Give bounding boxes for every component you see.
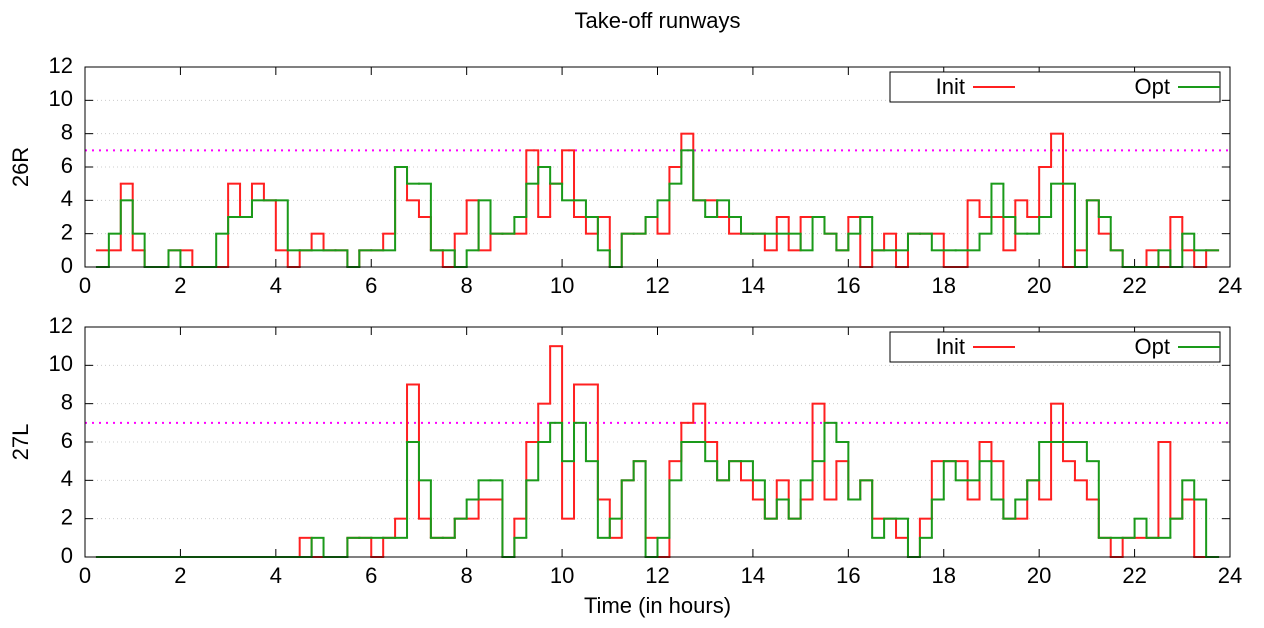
x-tick-label: 12 <box>645 273 669 298</box>
y-tick-label: 2 <box>61 219 73 244</box>
x-tick-label: 14 <box>741 563 765 588</box>
x-axis-label: Time (in hours) <box>584 593 731 618</box>
legend-label: Init <box>936 74 965 99</box>
y-tick-label: 12 <box>49 313 73 338</box>
x-tick-label: 24 <box>1218 563 1242 588</box>
step-riser <box>298 346 1196 557</box>
y-axis-label: 27L <box>8 424 33 461</box>
x-tick-label: 22 <box>1122 563 1146 588</box>
plot-frame <box>84 66 1231 268</box>
legend-box <box>889 71 1221 103</box>
x-tick-label: 6 <box>365 273 377 298</box>
x-tick-label: 20 <box>1027 273 1051 298</box>
x-tick-label: 18 <box>932 563 956 588</box>
y-tick-label: 4 <box>61 466 73 491</box>
legend-label: Opt <box>1135 334 1170 359</box>
x-tick-label: 4 <box>270 273 282 298</box>
plot-frame <box>84 326 1231 558</box>
y-tick-label: 10 <box>49 351 73 376</box>
x-tick-label: 18 <box>932 273 956 298</box>
legend-label: Init <box>936 334 965 359</box>
y-tick-label: 10 <box>49 86 73 111</box>
y-tick-label: 6 <box>61 428 73 453</box>
x-tick-label: 6 <box>365 563 377 588</box>
y-tick-label: 0 <box>61 543 73 568</box>
series-line <box>95 345 1220 558</box>
x-tick-label: 16 <box>836 563 860 588</box>
x-tick-label: 4 <box>270 563 282 588</box>
x-tick-label: 2 <box>174 563 186 588</box>
y-tick-label: 0 <box>61 253 73 278</box>
y-tick-label: 12 <box>49 53 73 78</box>
chart-title: Take-off runways <box>575 8 741 33</box>
y-tick-label: 4 <box>61 186 73 211</box>
y-tick-label: 8 <box>61 389 73 414</box>
x-tick-label: 14 <box>741 273 765 298</box>
x-tick-label: 22 <box>1122 273 1146 298</box>
x-tick-label: 8 <box>461 563 473 588</box>
x-tick-label: 24 <box>1218 273 1242 298</box>
x-tick-label: 2 <box>174 273 186 298</box>
x-tick-label: 0 <box>79 563 91 588</box>
x-tick-label: 16 <box>836 273 860 298</box>
x-tick-label: 0 <box>79 273 91 298</box>
series-line <box>95 421 1220 558</box>
x-tick-label: 12 <box>645 563 669 588</box>
legend-label: Opt <box>1135 74 1170 99</box>
legend-box <box>889 331 1221 363</box>
x-tick-label: 8 <box>461 273 473 298</box>
y-tick-label: 8 <box>61 119 73 144</box>
x-tick-label: 10 <box>550 563 574 588</box>
y-axis-label: 26R <box>8 147 33 187</box>
y-tick-label: 2 <box>61 504 73 529</box>
y-tick-label: 6 <box>61 153 73 178</box>
x-tick-label: 20 <box>1027 563 1051 588</box>
x-tick-label: 10 <box>550 273 574 298</box>
